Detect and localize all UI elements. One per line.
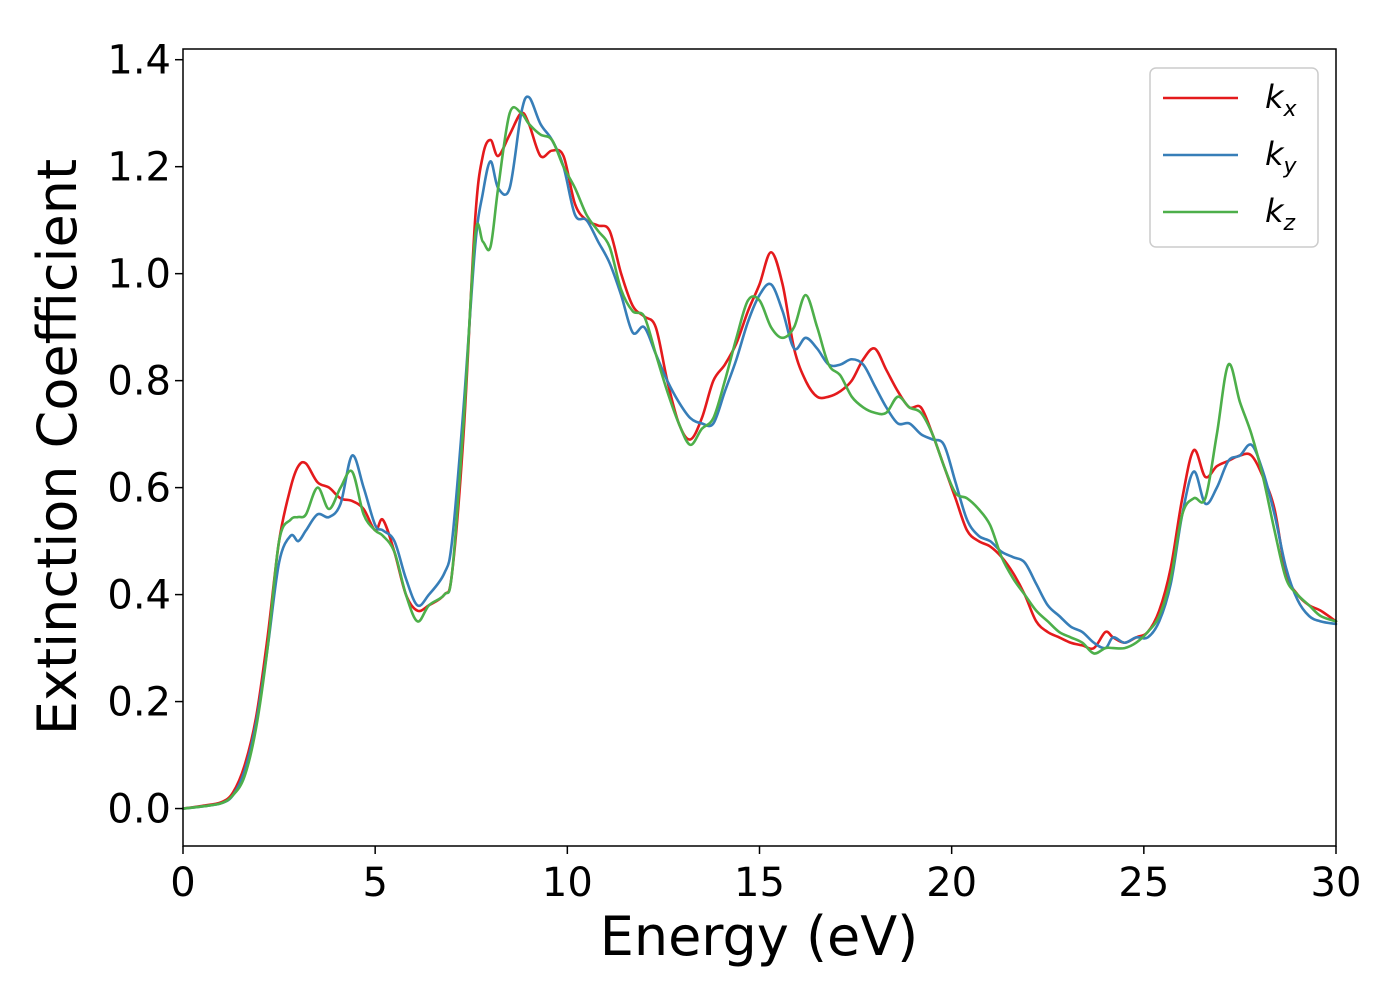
legend-label-y: ky: [1265, 135, 1298, 179]
legend-label-z: kz: [1265, 192, 1296, 236]
legend-label-subscript: x: [1283, 97, 1298, 122]
plot-lines: [181, 95, 1338, 810]
y-tick-label: 1.0: [107, 252, 171, 298]
y-tick-label: 0.0: [107, 787, 171, 833]
y-tick-label: 0.6: [107, 466, 171, 512]
x-tick-label: 20: [926, 860, 977, 906]
legend-label-main: k: [1265, 192, 1285, 230]
x-tick-label: 15: [734, 860, 785, 906]
x-axis-ticks: 0 5 10 15 20 25 30: [170, 846, 1361, 906]
series-line-z: [181, 105, 1338, 810]
x-tick-label: 25: [1118, 860, 1169, 906]
y-tick-label: 0.2: [107, 680, 171, 726]
y-tick-label: 1.2: [107, 145, 171, 191]
x-tick-label: 5: [362, 860, 387, 906]
x-tick-label: 30: [1311, 860, 1362, 906]
y-axis-ticks: 0.0 0.2 0.4 0.6 0.8 1.0 1.2 1.4: [107, 38, 183, 833]
x-axis-label: Energy (eV): [600, 905, 919, 968]
legend-box: [1149, 67, 1319, 248]
y-tick-label: 0.4: [107, 573, 171, 619]
y-tick-label: 1.4: [107, 38, 171, 84]
legend-label-subscript: y: [1283, 154, 1298, 179]
series-line-y: [181, 95, 1338, 810]
x-tick-label: 10: [542, 860, 593, 906]
legend-label-main: k: [1265, 135, 1285, 173]
x-tick-label: 0: [170, 860, 195, 906]
legend-label-x: kx: [1265, 78, 1298, 122]
y-tick-label: 0.8: [107, 359, 171, 405]
y-axis-label: Extinction Coefficient: [26, 159, 89, 735]
legend-label-main: k: [1265, 78, 1285, 116]
legend-label-subscript: z: [1283, 211, 1296, 236]
